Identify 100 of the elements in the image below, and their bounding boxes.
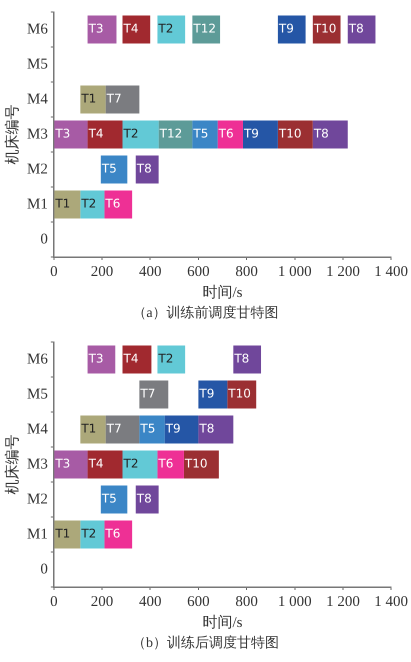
bar [278,120,313,148]
bar [157,16,186,44]
text: T8 [199,422,214,436]
bar [233,346,262,374]
series-label: T6 [218,126,234,141]
x-tick-label: 400 [138,264,162,280]
text: T3 [88,22,104,36]
series-label: T10 [227,386,251,401]
text: T9 [166,422,181,436]
bar [80,520,104,548]
y-tick-label: M1 [26,526,48,542]
bar [218,120,243,148]
y-axis-title: 机床编号 [4,434,21,494]
y-tick-label: M3 [26,456,48,472]
bar [100,486,128,514]
bar [88,346,116,374]
bar [312,120,348,148]
x-tick-label: 600 [187,264,210,280]
text: T2 [81,526,96,541]
series-label: T5 [139,422,156,436]
y-axis-title: 机床编号 [4,104,21,164]
x-tick-label: 1 200 [326,594,360,610]
y-tick-label: M1 [26,196,48,212]
text: T8 [314,126,329,141]
x-tick-label: 200 [90,264,114,280]
bar [348,16,376,44]
y-tick-label: M5 [26,386,48,402]
text: T10 [278,126,302,141]
x-axis-title: 时间/s [202,614,243,631]
text: （a）训练前调度甘特图 [131,304,280,323]
bar [88,120,122,148]
text: T1 [81,422,96,436]
series-label: T4 [122,352,138,366]
text: T2 [124,126,138,141]
bar [100,156,128,184]
series-label: T3 [54,456,70,471]
text: T4 [88,456,104,471]
series-label: T1 [54,196,70,211]
text: T1 [81,92,96,106]
text: T4 [88,126,104,141]
x-tick-label: 400 [138,594,162,610]
series-label: T2 [157,22,174,36]
series-label: T1 [54,526,70,541]
series-label: T3 [54,126,70,141]
x-axis-title: 时间/s [202,284,243,301]
bar [122,346,152,374]
bar [192,120,218,148]
series-label: T9 [278,22,294,36]
text: T5 [102,492,117,506]
bar [198,380,228,408]
bar [157,346,186,374]
y-tick-label: M2 [26,491,48,508]
bar [122,450,158,478]
text: T12 [160,126,182,141]
series-label: T7 [106,92,122,106]
series-label: T5 [192,126,208,141]
x-tick-label: 1 000 [278,594,312,610]
bar [104,520,132,548]
x-tick-label: 200 [90,594,114,610]
bar [80,190,104,218]
bar [54,120,88,148]
bar [88,16,116,44]
series-label: T7 [139,386,156,401]
y-tick-label: M2 [26,161,48,178]
text: T7 [106,422,122,436]
y-tick-label: 0 [40,231,48,248]
series-label: T2 [157,352,174,366]
y-tick-label: M6 [26,21,48,38]
bar [80,416,106,444]
bar [106,416,140,444]
y-tick-label: M4 [26,91,48,108]
bar [122,16,150,44]
x-tick-label: 600 [187,594,210,610]
bar [88,450,122,478]
bar [54,520,80,548]
x-tick-label: 1 400 [374,594,408,610]
series-label: T12 [192,22,216,36]
text: T2 [81,196,96,211]
text: T6 [105,196,120,211]
bar [242,120,278,148]
text: T3 [88,352,104,366]
text: T9 [244,126,259,141]
text: T8 [136,162,152,176]
bar [106,86,140,114]
series-label: T8 [348,22,364,36]
x-tick-label: 800 [235,264,258,280]
y-tick-label: M5 [26,56,48,72]
series-label: T10 [312,22,336,36]
bar [54,190,80,218]
text: T8 [136,492,152,506]
bar [184,450,219,478]
bar [157,450,184,478]
y-tick-label: M3 [26,126,48,142]
bar [278,16,306,44]
bar [198,416,234,444]
bar [54,450,88,478]
bar [139,416,165,444]
series-label: T8 [233,352,250,366]
bar [104,190,132,218]
text: T10 [184,456,208,471]
